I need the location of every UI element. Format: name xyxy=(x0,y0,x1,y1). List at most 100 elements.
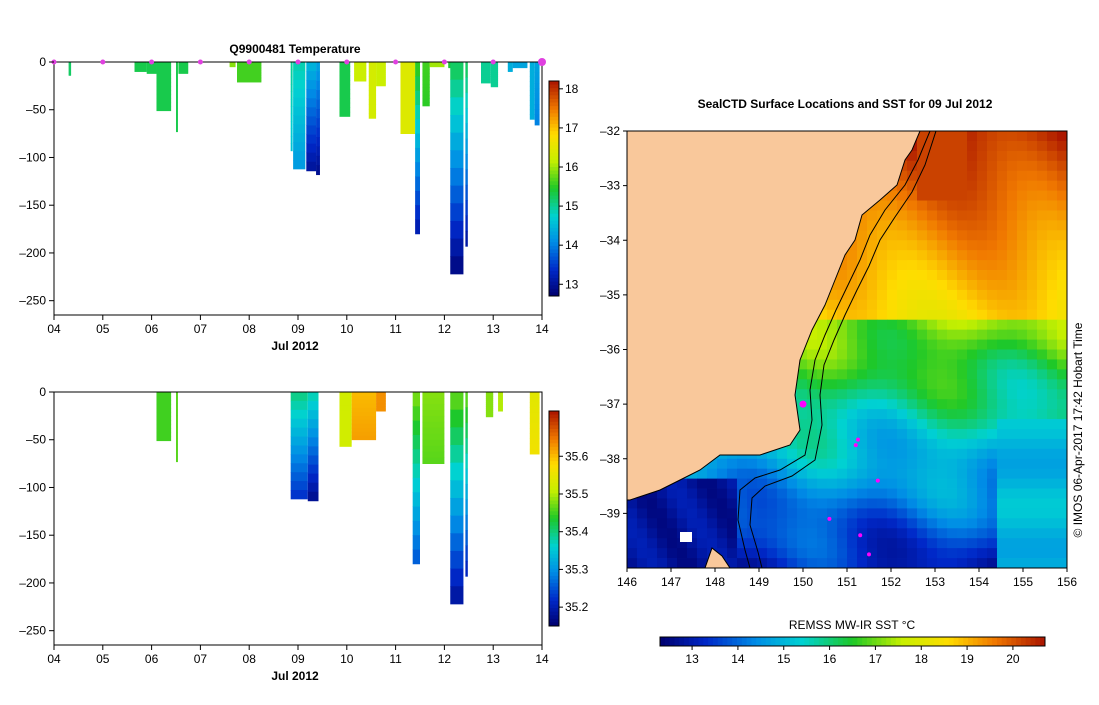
profile-25-segment xyxy=(507,69,513,72)
sst-cell xyxy=(977,270,988,281)
sst-colorbar-swatch xyxy=(871,637,878,646)
sst-cell xyxy=(817,399,828,410)
profile-14-segment xyxy=(368,104,377,110)
sst-cell xyxy=(937,131,948,142)
sst-cell xyxy=(907,210,918,221)
profile-12-segment xyxy=(339,80,351,86)
sst-cell xyxy=(987,339,998,350)
profile-15-segment xyxy=(376,65,386,69)
sst-cell xyxy=(967,260,978,271)
sst-colorbar-swatch xyxy=(756,637,762,646)
sst-cell xyxy=(947,240,958,251)
sst-colorbar-swatch xyxy=(737,637,743,646)
sst-cell xyxy=(1047,180,1058,191)
lat-tick-label: –35 xyxy=(600,288,620,302)
sst-cell xyxy=(1017,438,1028,450)
sst-cell xyxy=(1047,131,1058,142)
sst-cell xyxy=(817,438,828,450)
profile-22-segment xyxy=(465,184,468,201)
x-tick-label: 09 xyxy=(291,652,305,666)
sst-cell xyxy=(727,538,738,549)
sst-cell xyxy=(867,538,878,549)
sst-cell xyxy=(917,260,928,271)
profile-25-segment xyxy=(507,68,513,70)
salinity-y-ticks: 0–50–100–150–200–250 xyxy=(19,385,54,638)
sst-cell xyxy=(1027,210,1038,221)
sst-cell xyxy=(887,289,898,301)
y-tick-label: –250 xyxy=(19,294,46,308)
sst-cell xyxy=(887,448,898,460)
profile-13-segment xyxy=(354,79,367,82)
sst-cell xyxy=(867,270,878,281)
sst-cell xyxy=(1027,409,1038,420)
sst-cell xyxy=(1047,270,1058,281)
sst-cell xyxy=(867,558,878,568)
colorbar-swatch xyxy=(549,116,559,121)
profile-4-segment xyxy=(176,114,178,121)
sst-cell xyxy=(1047,379,1058,390)
seal-location-marker xyxy=(875,478,880,483)
seal-location-marker xyxy=(799,400,807,408)
profile-0-segment xyxy=(68,64,72,66)
sst-cell xyxy=(917,329,928,340)
sst-colorbar-swatch xyxy=(761,637,767,646)
sst-colorbar-swatch xyxy=(1016,637,1022,646)
profile-7-segment xyxy=(237,63,262,66)
sst-cell xyxy=(827,518,838,529)
sst-cell xyxy=(957,428,968,440)
profile-24-segment xyxy=(490,76,499,79)
sst-cell xyxy=(1037,220,1048,231)
sst-colorbar-tick-label: 20 xyxy=(1006,652,1020,666)
sst-cell xyxy=(907,250,918,261)
sst-cell xyxy=(1017,309,1028,321)
profile-27-segment xyxy=(529,90,535,96)
profile-9-segment xyxy=(293,97,306,107)
sst-cell xyxy=(1027,319,1038,331)
sst-cell xyxy=(767,538,778,549)
sst-cell xyxy=(987,468,998,480)
sst-colorbar-swatch xyxy=(905,637,911,646)
sst-cell xyxy=(967,428,978,440)
sst-cell xyxy=(1017,369,1028,380)
sst-cell xyxy=(857,488,868,499)
colorbar-swatch xyxy=(549,522,559,527)
colorbar-swatch xyxy=(549,156,559,161)
sst-cell xyxy=(957,369,968,380)
sst-cell xyxy=(857,419,868,430)
sst-cell xyxy=(987,438,998,450)
sst-cell xyxy=(1007,170,1018,182)
sst-cell xyxy=(997,419,1008,430)
sst-cell xyxy=(1037,468,1048,480)
sst-cell xyxy=(837,389,848,400)
profile-4-segment xyxy=(339,405,352,411)
profile-8-segment xyxy=(290,91,293,100)
sst-cell xyxy=(937,200,948,211)
sst-colorbar-swatch xyxy=(722,637,728,646)
sst-cell xyxy=(937,478,948,489)
sst-cell xyxy=(947,140,958,152)
profile-27-segment xyxy=(529,66,535,72)
colorbar-swatch xyxy=(549,231,559,236)
sst-cell xyxy=(857,548,868,559)
profile-16-segment xyxy=(400,121,416,129)
profile-6-segment xyxy=(376,401,386,404)
sst-cell xyxy=(1047,528,1058,539)
sst-cell xyxy=(707,498,718,509)
colorbar-swatch xyxy=(549,439,559,444)
profile-27-segment xyxy=(529,62,535,68)
day-marker xyxy=(246,59,252,65)
sst-colorbar-swatch xyxy=(1020,637,1027,646)
sst-cell xyxy=(867,319,878,331)
profile-13-segment xyxy=(354,68,367,71)
profile-17-segment xyxy=(415,90,420,106)
profile-10-segment xyxy=(465,530,468,546)
profile-7-segment xyxy=(237,75,262,78)
sst-cell xyxy=(907,369,918,380)
sst-cell xyxy=(1037,528,1048,539)
sst-cell xyxy=(847,369,858,380)
profile-11-segment xyxy=(316,62,320,72)
sst-cell xyxy=(887,498,898,509)
sst-cell xyxy=(667,538,678,549)
sst-cell xyxy=(917,518,928,529)
colorbar-swatch xyxy=(549,285,559,290)
